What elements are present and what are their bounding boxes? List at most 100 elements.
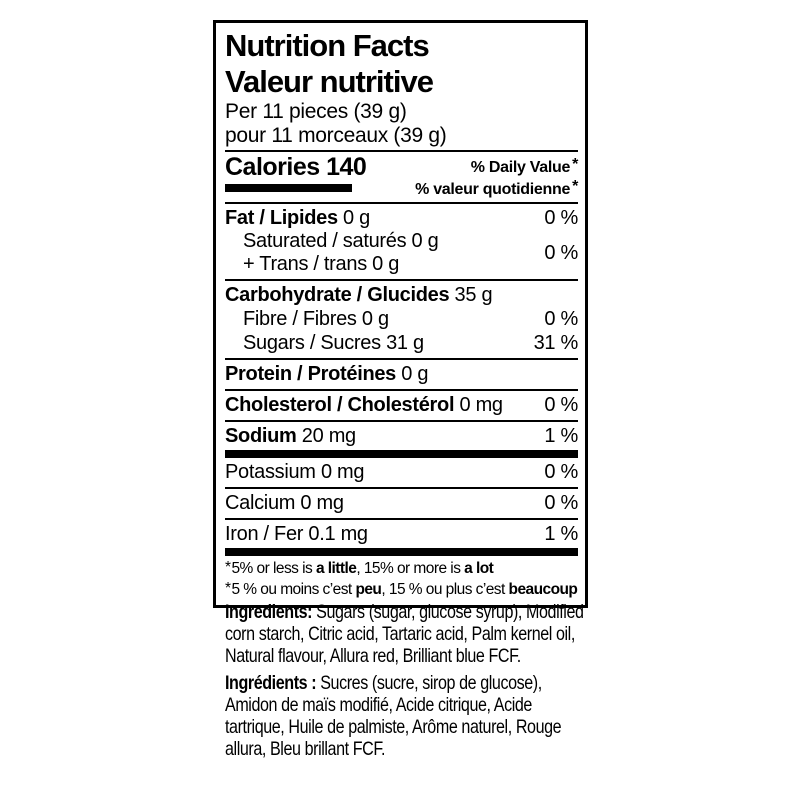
nutrient-row-iron: Iron / Fer 0.1 mg 1 %: [225, 522, 578, 546]
daily-value-header-french: % valeur quotidienne *: [415, 177, 578, 199]
fibre-percent: 0 %: [544, 308, 578, 330]
sodium-value: 20 mg: [301, 425, 356, 447]
calories-underline-bar: [225, 184, 352, 192]
daily-value-header-english: % Daily Value *: [415, 155, 579, 177]
potassium-percent: 0 %: [544, 461, 578, 483]
footnote-en-a-lot: a lot: [464, 560, 494, 577]
protein-label: Protein / Protéines: [225, 363, 397, 385]
saturated-line: Saturated / saturés 0 g: [243, 230, 439, 252]
ingredients-text-english: Sugars (sugar, glucose syrup), Modified …: [225, 601, 584, 667]
sodium-percent: 1 %: [544, 425, 578, 447]
saturated-trans-percent: 0 %: [544, 242, 578, 264]
nutrient-row-fat: Fat / Lipides 0 g 0 %: [225, 206, 578, 230]
iron-name: Iron / Fer 0.1 mg: [225, 522, 368, 546]
carbohydrate-label: Carbohydrate / Glucides: [225, 284, 450, 306]
nutrient-row-cholesterol: Cholesterol / Cholestérol 0 mg 0 %: [225, 393, 578, 417]
protein-value: 0 g: [401, 363, 429, 385]
carbohydrate-name: Carbohydrate / Glucides 35 g: [225, 283, 493, 307]
calcium-value: 0 mg: [300, 492, 344, 514]
iron-label: Iron / Fer: [225, 523, 304, 545]
footnote-fr-mid: , 15 % ou plus c’est: [381, 580, 509, 598]
title-english: Nutrition Facts: [225, 28, 430, 63]
footnote-en-a-little: a little: [315, 560, 357, 577]
footnote-fr-pre: 5 % ou moins c’est: [231, 580, 356, 598]
nutrient-row-sodium: Sodium 20 mg 1 %: [225, 424, 578, 448]
fat-name: Fat / Lipides 0 g: [225, 206, 370, 230]
thick-bar-under-iron: [225, 548, 578, 556]
fat-label: Fat / Lipides: [225, 207, 338, 229]
fat-value: 0 g: [343, 207, 370, 229]
nutrient-row-calcium: Calcium 0 mg 0 %: [225, 491, 578, 515]
calories-value: 140: [326, 153, 367, 181]
daily-value-asterisk-en: *: [572, 156, 578, 173]
divider-under-carbohydrate-section: [225, 357, 578, 360]
ingredients-label-french: Ingrédients :: [225, 672, 317, 694]
divider-under-calories: [225, 201, 578, 204]
footnote-fr-peu: peu: [355, 580, 382, 598]
nutrient-row-protein: Protein / Protéines 0 g: [225, 362, 578, 386]
daily-value-header: % Daily Value * % valeur quotidienne *: [415, 154, 578, 199]
footnote-asterisk-en: *: [225, 559, 231, 576]
fibre-value: 0 g: [361, 308, 389, 330]
thick-bar-under-sodium: [225, 450, 578, 458]
calcium-label: Calcium: [225, 492, 296, 514]
calories-word: Calories: [225, 153, 320, 181]
ingredients-english: Ingredients: Sugars (sugar, glucose syru…: [225, 601, 590, 667]
calcium-name: Calcium 0 mg: [225, 491, 344, 515]
nutrient-row-saturated-trans: Saturated / saturés 0 g + Trans / trans …: [225, 230, 578, 276]
sodium-name: Sodium 20 mg: [225, 424, 356, 448]
sodium-label: Sodium: [225, 425, 297, 447]
footnote-fr-beaucoup: beaucoup: [508, 580, 578, 598]
divider-under-fat-section: [225, 278, 578, 281]
calories-row: Calories 140 % Daily Value * % valeur quo…: [225, 154, 578, 199]
carbohydrate-value: 35 g: [454, 284, 493, 306]
divider-under-serving: [225, 149, 578, 152]
calcium-percent: 0 %: [544, 492, 578, 514]
potassium-value: 0 mg: [320, 461, 365, 483]
potassium-name: Potassium 0 mg: [225, 460, 365, 484]
footnote-en-pre: 5% or less is: [231, 560, 316, 577]
daily-value-text-en: % Daily Value: [470, 159, 571, 176]
daily-value-text-fr: % valeur quotidienne: [415, 181, 571, 198]
serving-size-french: pour 11 morceaux (39 g): [225, 123, 447, 147]
divider-under-cholesterol: [225, 419, 578, 422]
sugars-label: Sugars / Sucres: [243, 332, 381, 354]
title-french: Valeur nutritive: [225, 64, 434, 99]
nutrition-facts-panel: Nutrition Facts Valeur nutritive Per 11 …: [213, 20, 588, 608]
ingredients-text-french: Sucres (sucre, sirop de glucose), Amidon…: [225, 672, 562, 760]
sugars-value: 31 g: [386, 332, 424, 354]
fat-percent: 0 %: [544, 207, 578, 229]
ingredients-label-english: Ingredients:: [225, 601, 313, 623]
cholesterol-name: Cholesterol / Cholestérol 0 mg: [225, 393, 503, 417]
calories-label: Calories 140: [225, 153, 367, 181]
footnote-french: *5 % ou moins c’est peu, 15 % ou plus c’…: [225, 579, 578, 600]
potassium-label: Potassium: [225, 461, 316, 483]
footnote-en-mid: , 15% or more is: [356, 560, 465, 577]
fibre-label: Fibre / Fibres: [243, 308, 357, 330]
saturated-trans-names: Saturated / saturés 0 g + Trans / trans …: [225, 230, 439, 276]
iron-percent: 1 %: [544, 523, 578, 545]
divider-under-protein: [225, 388, 578, 391]
nutrient-row-fibre: Fibre / Fibres 0 g 0 %: [225, 307, 578, 331]
serving-size-english: Per 11 pieces (39 g): [225, 100, 407, 123]
nutrient-row-carbohydrate: Carbohydrate / Glucides 35 g: [225, 283, 578, 307]
footnote-asterisk-fr: *: [225, 579, 231, 597]
footnote-english: *5% or less is a little, 15% or more is …: [225, 558, 578, 579]
trans-line: + Trans / trans 0 g: [243, 253, 400, 275]
divider-under-potassium: [225, 486, 578, 489]
nutrient-row-potassium: Potassium 0 mg 0 %: [225, 460, 578, 484]
nutrient-row-sugars: Sugars / Sucres 31 g 31 %: [225, 331, 578, 355]
fibre-name: Fibre / Fibres 0 g: [225, 308, 389, 331]
iron-value: 0.1 mg: [308, 523, 368, 545]
cholesterol-value: 0 mg: [459, 394, 503, 416]
ingredients-section: Ingredients: Sugars (sugar, glucose syru…: [225, 601, 590, 760]
daily-value-asterisk-fr: *: [572, 178, 578, 195]
divider-under-calcium: [225, 517, 578, 520]
sugars-name: Sugars / Sucres 31 g: [225, 332, 424, 355]
sugars-percent: 31 %: [533, 332, 579, 354]
ingredients-french: Ingrédients : Sucres (sucre, sirop de gl…: [225, 672, 590, 760]
cholesterol-percent: 0 %: [544, 394, 578, 416]
calories-block: Calories 140: [225, 153, 367, 199]
cholesterol-label: Cholesterol / Cholestérol: [225, 394, 455, 416]
protein-name: Protein / Protéines 0 g: [225, 362, 428, 386]
